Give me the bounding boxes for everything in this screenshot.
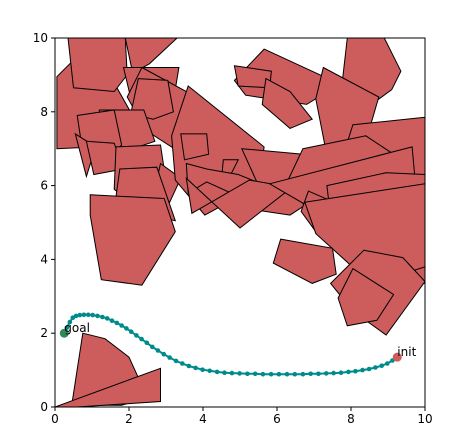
obstacle-polygon — [130, 78, 174, 120]
path-point — [173, 358, 179, 364]
path-point — [114, 320, 120, 326]
path-point — [167, 355, 172, 360]
path-point — [161, 351, 167, 357]
path-point — [119, 323, 124, 328]
path-point — [292, 371, 298, 377]
path-point — [81, 312, 87, 318]
path-point — [252, 371, 258, 377]
x-tick-label: 6 — [273, 412, 281, 426]
path-point — [385, 361, 390, 366]
path-point — [186, 363, 192, 369]
y-tick-label: 10 — [33, 31, 48, 45]
obstacle-polygon — [337, 267, 395, 327]
path-point — [200, 367, 205, 373]
x-tick-label: 4 — [199, 412, 207, 426]
path-point — [331, 370, 336, 376]
x-tick-label: 0 — [51, 412, 59, 426]
path-point — [144, 340, 150, 346]
path-point — [180, 361, 185, 366]
obstacle-polygon — [89, 194, 176, 286]
path-point — [104, 316, 110, 321]
path-point — [316, 371, 321, 377]
plot-area — [55, 38, 425, 407]
init-marker — [392, 352, 402, 362]
path-point — [353, 368, 358, 374]
path-point — [193, 365, 198, 371]
path-layer — [59, 312, 402, 377]
annotation-label-init: init — [397, 345, 416, 359]
path-point — [139, 336, 144, 342]
annotation-label-goal: goal — [64, 321, 90, 335]
path-point — [124, 326, 129, 331]
path-point — [366, 366, 372, 372]
path-point — [207, 368, 212, 374]
obstacle-polygon — [55, 367, 161, 407]
obstacle-polygon — [67, 38, 128, 93]
path-point — [90, 312, 95, 318]
path-point — [86, 312, 91, 318]
x-tick-label: 8 — [347, 412, 355, 426]
path-point — [100, 314, 105, 320]
path-point — [360, 367, 365, 373]
obstacles-layer — [55, 38, 425, 407]
y-tick-label: 0 — [40, 400, 48, 414]
path-point — [73, 313, 79, 319]
path-point — [222, 370, 227, 376]
path-point — [373, 365, 378, 370]
path-point — [237, 371, 242, 376]
path-point — [150, 344, 155, 350]
ticks-layer: 0 2 4 6 8 10 0 2 4 6 8 10 — [33, 31, 433, 426]
path-point — [276, 371, 282, 377]
path-point — [128, 329, 134, 335]
goal-marker — [59, 328, 69, 338]
path-point — [379, 363, 385, 369]
obstacle-polygon — [261, 77, 314, 129]
path-point — [260, 371, 266, 377]
path-point — [134, 333, 139, 338]
obstacle-polygon — [185, 176, 293, 229]
path-point — [300, 371, 306, 377]
obstacle-polygon — [180, 133, 210, 161]
path-point — [346, 369, 351, 375]
path-point — [338, 370, 344, 376]
obstacle-polygon — [124, 38, 178, 74]
y-tick-label: 4 — [40, 252, 48, 266]
x-tick-label: 2 — [125, 412, 133, 426]
path-point — [64, 325, 70, 331]
y-tick-label: 2 — [40, 326, 48, 340]
path-point — [95, 313, 100, 319]
path-point — [155, 348, 161, 353]
x-tick-label: 10 — [417, 412, 432, 426]
annotation-layer: goal init — [64, 321, 416, 359]
path-point — [77, 312, 83, 318]
path-point — [268, 371, 274, 377]
path-point — [284, 371, 290, 377]
path-point — [214, 369, 220, 375]
y-tick-label: 6 — [40, 179, 48, 193]
path-point — [67, 319, 73, 325]
path-point — [109, 318, 115, 324]
path-point — [308, 371, 314, 377]
obstacle-polygon — [272, 238, 337, 284]
y-tick-label: 8 — [40, 105, 48, 119]
path-point — [245, 371, 250, 377]
path-point — [229, 370, 235, 376]
path-point — [323, 371, 329, 376]
axes-frame — [54, 37, 426, 408]
